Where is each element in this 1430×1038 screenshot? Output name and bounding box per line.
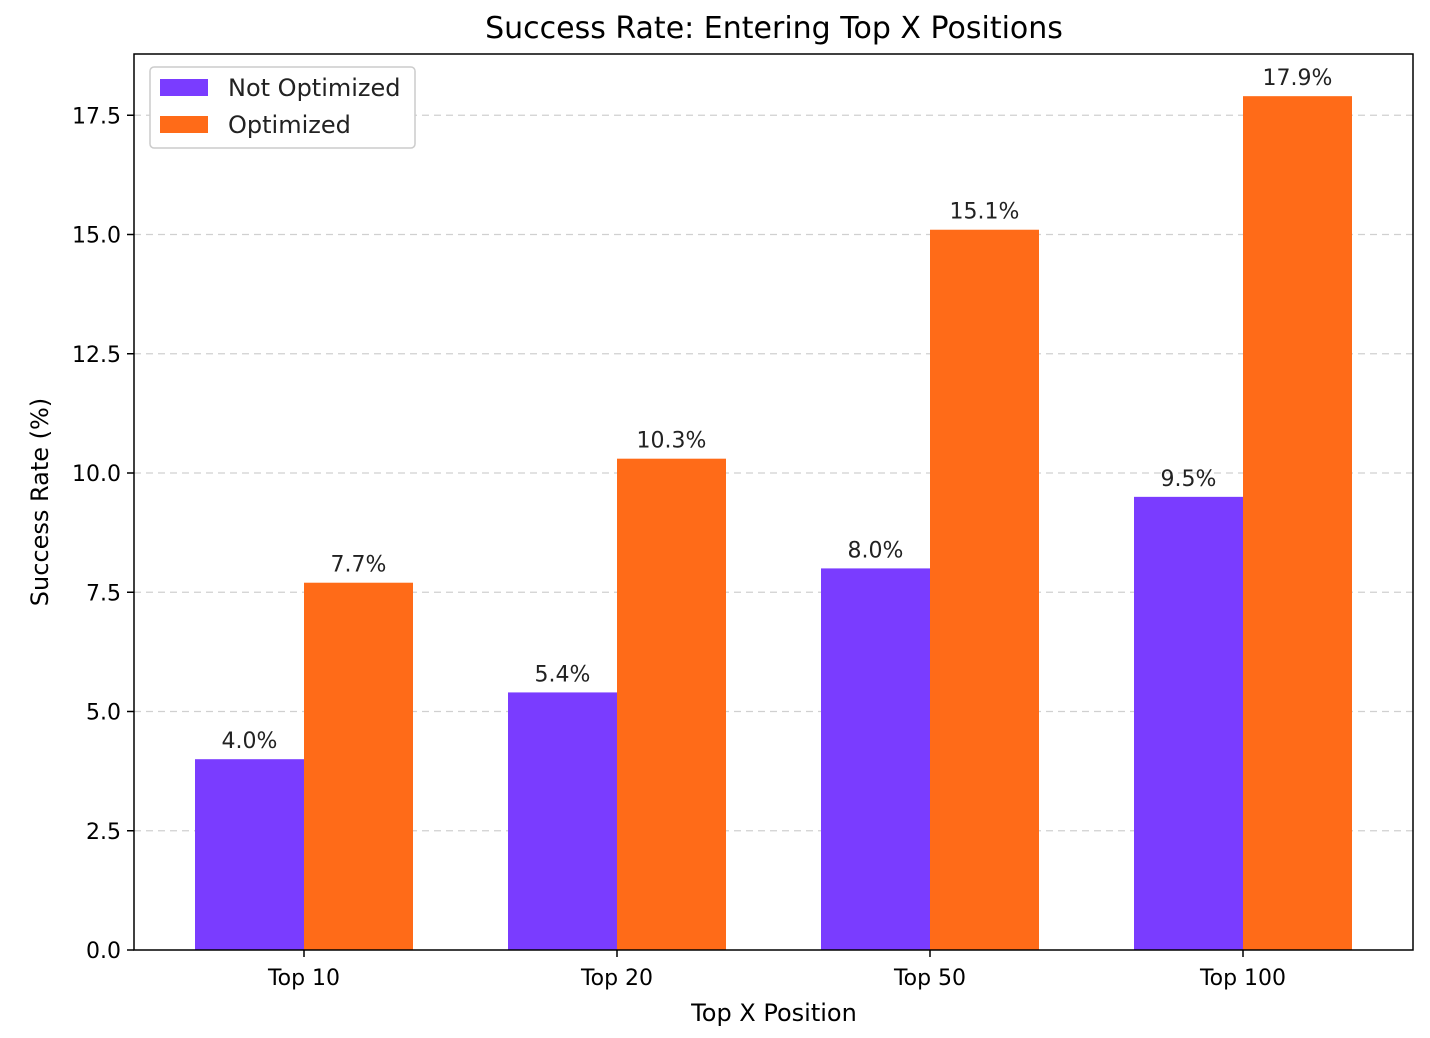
y-tick-label: 10.0 bbox=[72, 462, 121, 487]
y-tick-label: 12.5 bbox=[72, 343, 121, 368]
x-axis-label: Top X Position bbox=[690, 999, 857, 1027]
y-axis-label: Success Rate (%) bbox=[26, 398, 54, 606]
plot-frame bbox=[133, 53, 1414, 951]
bar-not-optimized-top-100 bbox=[1134, 496, 1243, 950]
bar-optimized-top-20 bbox=[617, 458, 726, 950]
y-axis-ticks: 0.0 2.5 5.0 7.5 10.0 12.5 15.0 17.5 bbox=[72, 104, 134, 964]
chart-title: Success Rate: Entering Top X Positions bbox=[485, 11, 1063, 46]
bar-not-optimized-top-10 bbox=[195, 759, 304, 950]
y-tick-label: 7.5 bbox=[86, 581, 121, 606]
x-tick-label-top-20: Top 20 bbox=[580, 966, 653, 991]
bar-not-optimized-top-20 bbox=[508, 692, 617, 950]
y-tick-label: 5.0 bbox=[86, 701, 121, 726]
data-label-optimized-top-100: 17.9% bbox=[1263, 66, 1333, 91]
bar-optimized-top-10 bbox=[304, 582, 413, 950]
data-label-optimized-top-10: 7.7% bbox=[331, 553, 387, 578]
y-tick-label: 17.5 bbox=[72, 104, 121, 129]
data-label-optimized-top-20: 10.3% bbox=[637, 429, 707, 454]
x-tick-label-top-50: Top 50 bbox=[893, 966, 966, 991]
legend: Not Optimized Optimized bbox=[149, 66, 416, 149]
data-labels: 4.0% 7.7% 5.4% 10.3% 8.0% 15.1% 9.5% 17.9% bbox=[222, 66, 1333, 754]
y-tick-label: 0.0 bbox=[86, 939, 121, 964]
data-label-not-optimized-top-10: 4.0% bbox=[222, 729, 278, 754]
bars bbox=[195, 96, 1352, 951]
bar-optimized-top-100 bbox=[1243, 96, 1352, 951]
legend-swatch-optimized bbox=[160, 116, 208, 133]
legend-swatch-not-optimized bbox=[160, 79, 208, 96]
legend-label-optimized: Optimized bbox=[228, 111, 351, 139]
bar-not-optimized-top-50 bbox=[821, 568, 930, 950]
x-tick-label-top-100: Top 100 bbox=[1199, 966, 1286, 991]
legend-box bbox=[149, 66, 416, 149]
data-label-optimized-top-50: 15.1% bbox=[950, 200, 1020, 225]
data-label-not-optimized-top-20: 5.4% bbox=[535, 662, 591, 687]
x-axis-ticks: Top 10 Top 20 Top 50 Top 100 bbox=[267, 950, 1286, 991]
y-tick-label: 2.5 bbox=[86, 820, 121, 845]
data-label-not-optimized-top-50: 8.0% bbox=[848, 538, 904, 563]
gridlines bbox=[134, 114, 1413, 832]
data-label-not-optimized-top-100: 9.5% bbox=[1161, 467, 1217, 492]
y-tick-label: 15.0 bbox=[72, 224, 121, 249]
x-tick-label-top-10: Top 10 bbox=[267, 966, 340, 991]
legend-label-not-optimized: Not Optimized bbox=[228, 74, 401, 102]
bar-optimized-top-50 bbox=[930, 229, 1039, 951]
